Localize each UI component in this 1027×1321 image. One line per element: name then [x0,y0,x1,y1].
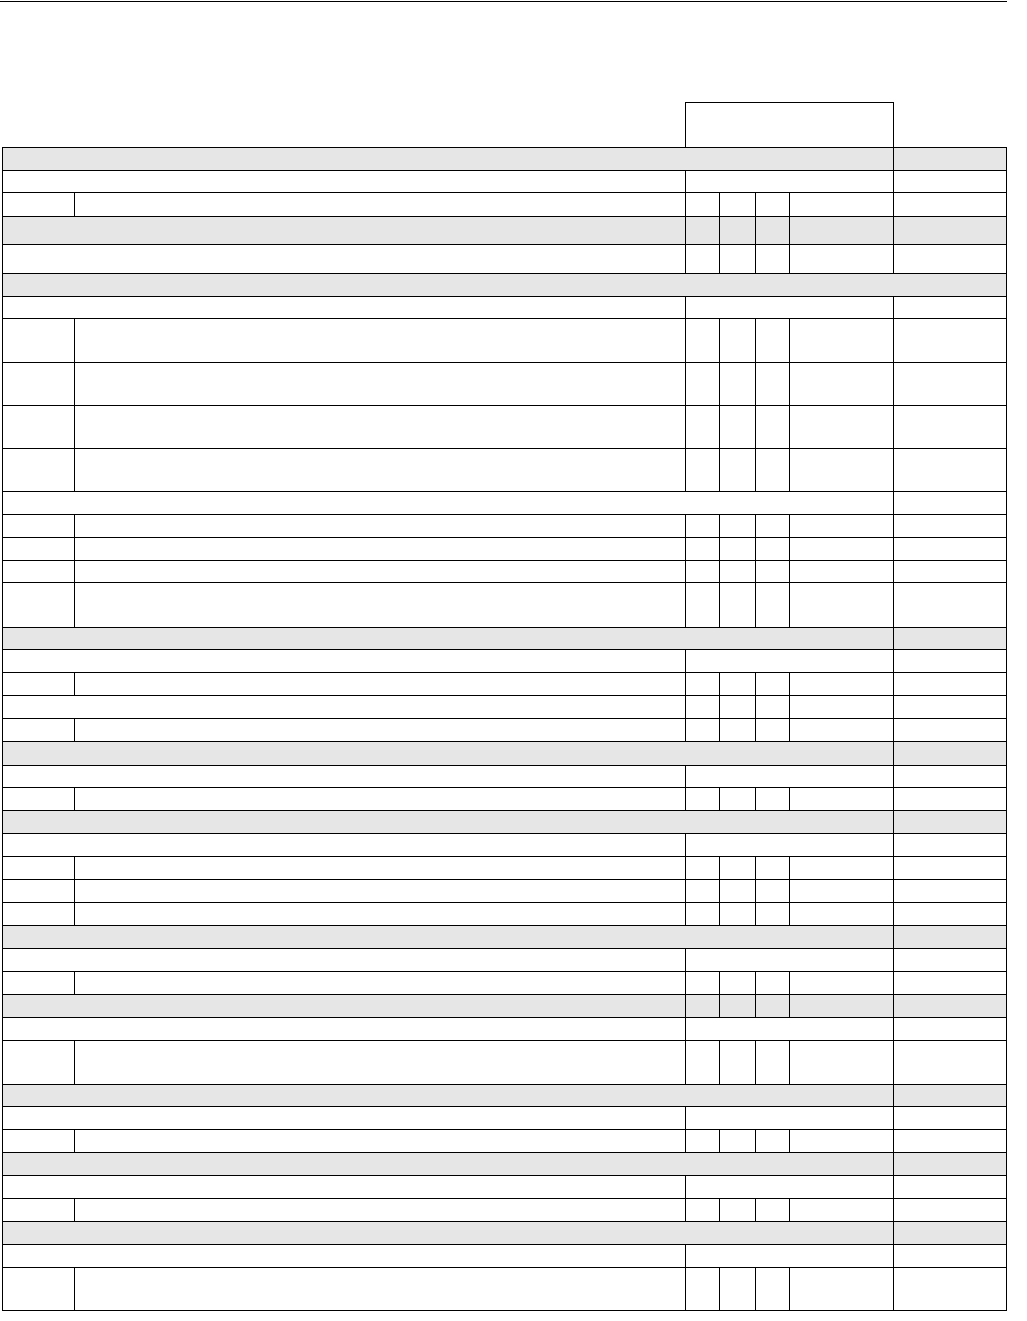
form-row [2,448,1007,492]
form-row [2,1040,1007,1085]
section-row [2,627,1007,650]
form-row [2,192,1007,217]
form-row [2,244,1007,274]
form-row [2,948,1007,972]
section-row [2,1152,1007,1176]
form-row [2,1198,1007,1222]
form-row [2,560,1007,583]
form-row [2,649,1007,673]
section-row [2,216,1007,245]
form-row [2,296,1007,319]
form-row [2,491,1007,515]
form-row [2,318,1007,363]
section-row [2,273,1007,297]
form-row [2,1129,1007,1153]
section-row [2,810,1007,834]
form-row [2,765,1007,788]
form-row [2,902,1007,926]
section-row [2,1221,1007,1245]
form-row [2,1175,1007,1199]
section-row [2,1084,1007,1107]
form-row [2,833,1007,857]
section-row [2,925,1007,949]
form-row [2,1267,1007,1311]
section-row [2,994,1007,1018]
section-row [2,741,1007,766]
form-row [2,1244,1007,1268]
form-row [2,1017,1007,1041]
header-box [685,102,894,147]
form-row [2,537,1007,561]
form-row [2,405,1007,449]
form-row [2,787,1007,811]
form-row [2,672,1007,696]
section-row [2,147,1007,171]
form-row [2,514,1007,538]
form-row [2,856,1007,880]
form-row [2,718,1007,742]
form-row [2,971,1007,995]
form-row [2,1106,1007,1130]
form-row [2,362,1007,406]
form-row [2,170,1007,193]
form-row [2,695,1007,719]
form-row [2,582,1007,628]
form-row [2,879,1007,903]
